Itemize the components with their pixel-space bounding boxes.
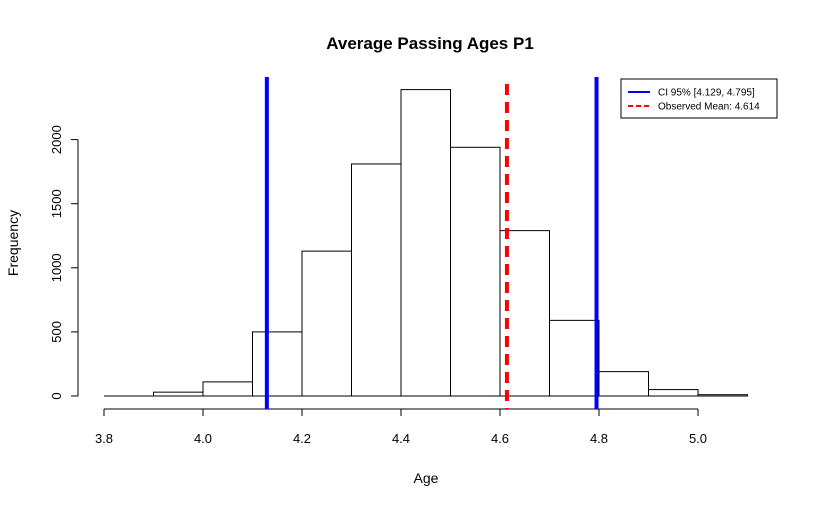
x-axis: 3.8 4.0 4.2 4.4 4.6 4.8 5.0 — [95, 408, 707, 446]
y-axis-label: Frequency — [5, 210, 21, 276]
y-tick-label: 1500 — [49, 189, 64, 218]
x-tick-label: 4.4 — [392, 431, 410, 446]
reference-lines — [264, 77, 599, 409]
histogram-bar — [648, 389, 699, 397]
histogram-bar — [450, 146, 501, 397]
histogram-bar — [598, 371, 649, 397]
legend-label: CI 95% [4.129, 4.795] — [658, 88, 755, 99]
y-tick-label: 500 — [49, 321, 64, 343]
x-tick-label: 4.0 — [194, 431, 212, 446]
x-tick-label: 4.8 — [590, 431, 608, 446]
y-tick-label: 0 — [49, 392, 64, 399]
histogram-bar — [252, 331, 303, 397]
x-tick-label: 5.0 — [689, 431, 707, 446]
chart-title: Average Passing Ages P1 — [326, 34, 534, 53]
histogram-bar — [697, 394, 748, 397]
legend: CI 95% [4.129, 4.795] Observed Mean: 4.61… — [620, 78, 778, 119]
legend-box — [620, 78, 778, 119]
y-tick-label: 1000 — [49, 253, 64, 282]
histogram-bar — [400, 89, 451, 397]
x-tick-label: 3.8 — [95, 431, 113, 446]
histogram-bar — [351, 163, 402, 397]
x-tick-label: 4.2 — [293, 431, 311, 446]
y-tick-label: 2000 — [49, 125, 64, 154]
histogram-bar — [499, 230, 550, 397]
x-tick-label: 4.6 — [491, 431, 509, 446]
histogram-bar — [301, 250, 352, 397]
x-axis-label: Age — [414, 470, 439, 486]
histogram-bar — [153, 391, 204, 397]
histogram-bar — [549, 319, 600, 397]
histogram-bar — [202, 381, 253, 397]
legend-label: Observed Mean: 4.614 — [658, 102, 760, 113]
y-axis: 0 500 1000 1500 2000 — [49, 125, 79, 400]
histogram-bars — [104, 89, 748, 397]
